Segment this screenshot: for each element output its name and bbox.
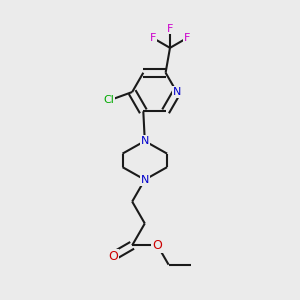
Text: N: N (141, 175, 149, 185)
Text: Cl: Cl (103, 95, 114, 105)
Text: O: O (152, 239, 162, 252)
Text: N: N (172, 87, 181, 97)
Text: F: F (184, 33, 190, 43)
Text: F: F (167, 23, 173, 34)
Text: O: O (108, 250, 118, 263)
Text: N: N (141, 136, 149, 146)
Text: F: F (150, 33, 156, 43)
